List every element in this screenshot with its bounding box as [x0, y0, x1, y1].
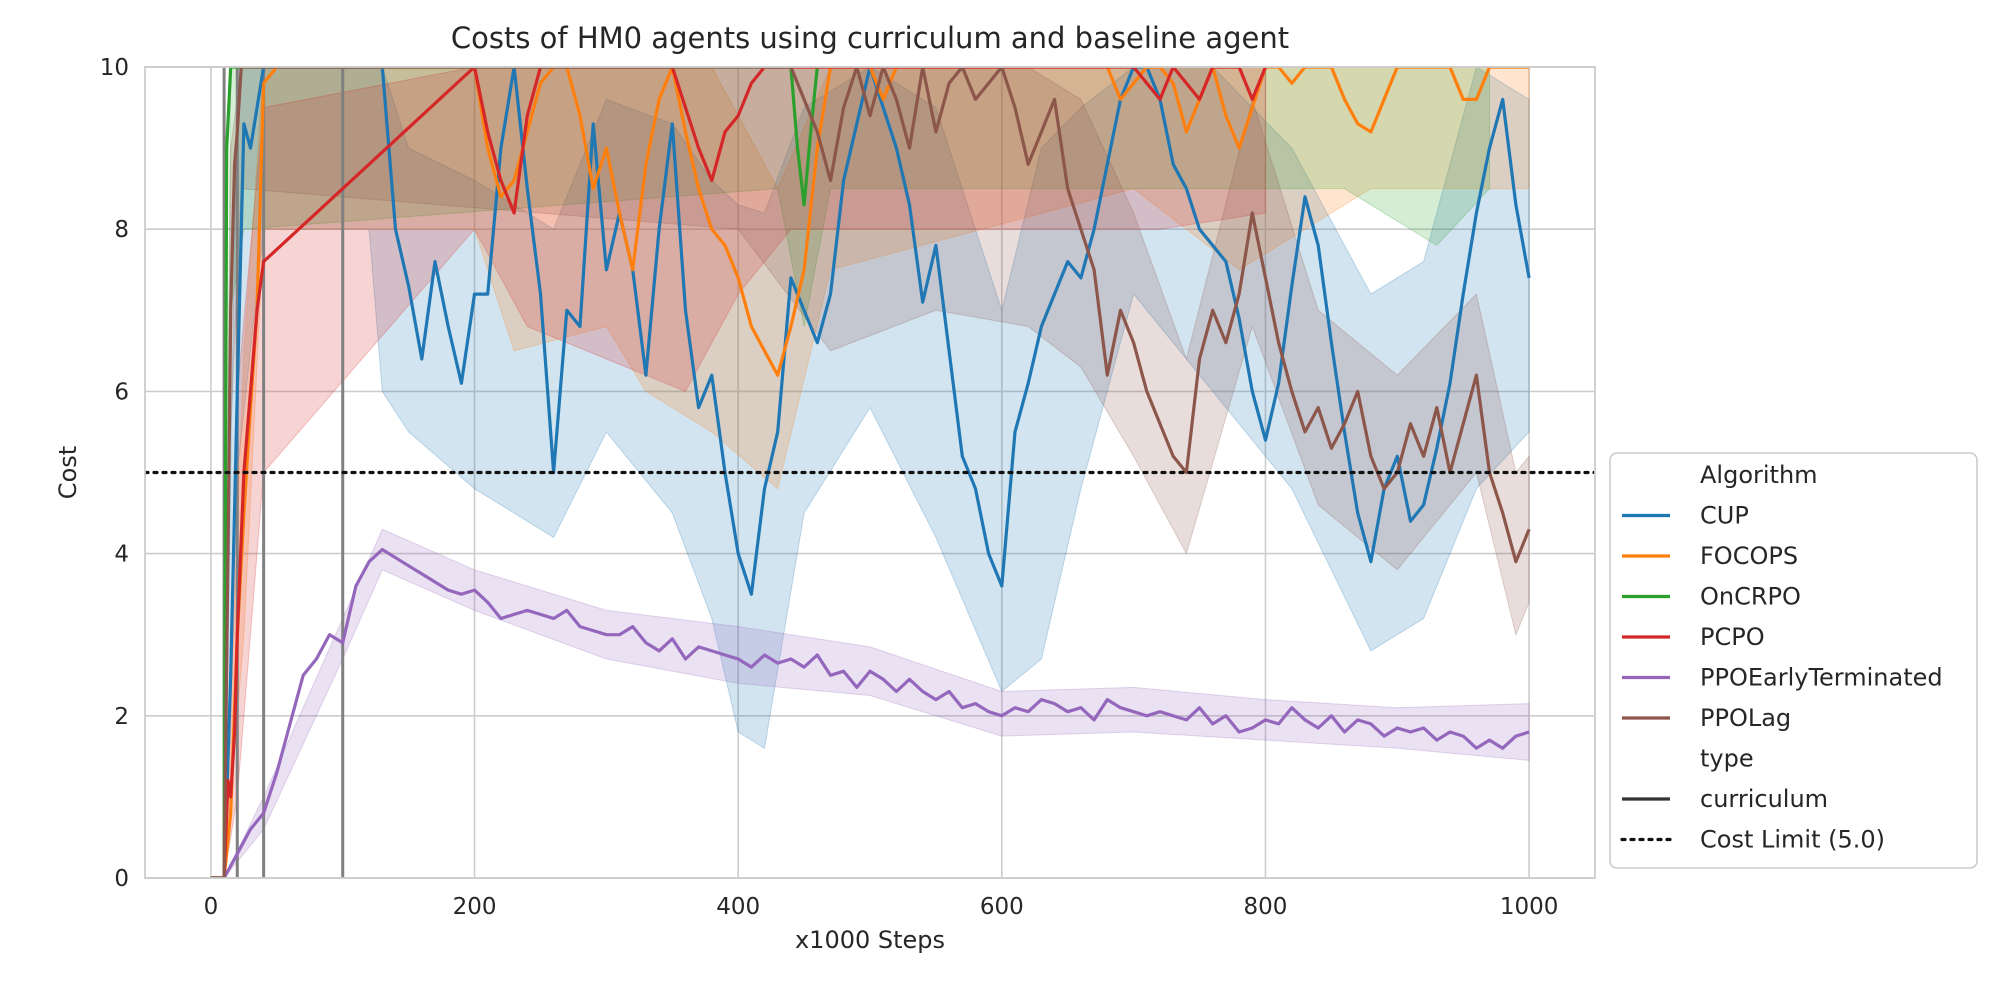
series-line-oncrpo — [210, 67, 819, 878]
band-focops — [210, 67, 1530, 878]
x-tick-label: 200 — [453, 894, 497, 920]
legend-label-ppolag: PPOLag — [1700, 704, 1791, 732]
y-tick-label: 8 — [114, 217, 129, 243]
legend-label-focops: FOCOPS — [1700, 542, 1798, 570]
series-line-ppolag — [210, 67, 1531, 878]
legend-label-cup: CUP — [1700, 502, 1749, 530]
legend-box — [1609, 452, 1978, 869]
chart-title: Costs of HM0 agents using curriculum and… — [451, 21, 1289, 55]
legend-label-cost-limit: Cost Limit (5.0) — [1700, 826, 1885, 854]
y-tick-label: 6 — [114, 379, 129, 405]
x-axis-label: x1000 Steps — [795, 926, 945, 954]
series-line-focops — [210, 67, 1530, 878]
band-cup — [210, 67, 1530, 878]
band-pcpo — [210, 67, 1266, 878]
plot-content — [145, 67, 1595, 878]
legend-label-ppoearlyterminated: PPOEarlyTerminated — [1700, 664, 1943, 692]
x-tick-label: 1000 — [1500, 894, 1559, 920]
legend-label-oncrpo: OnCRPO — [1700, 583, 1801, 611]
y-tick-label: 0 — [114, 866, 129, 892]
band-oncrpo — [210, 67, 1490, 878]
legend-header-type: type — [1700, 745, 1754, 773]
x-tick-label: 800 — [1244, 894, 1288, 920]
legend-label-curriculum: curriculum — [1700, 785, 1828, 813]
x-tick-label: 600 — [980, 894, 1024, 920]
x-tick-label: 400 — [716, 894, 760, 920]
legend-label-pcpo: PCPO — [1700, 623, 1765, 651]
plot-frame — [144, 66, 1596, 879]
y-tick-label: 2 — [114, 704, 129, 730]
x-tick-label: 0 — [204, 894, 219, 920]
y-tick-label: 10 — [100, 55, 129, 81]
legend-header-algorithm: Algorithm — [1700, 461, 1818, 489]
y-axis-label: Cost — [54, 446, 82, 499]
series-line-ppoearlyterminated — [210, 547, 1530, 878]
y-tick-label: 4 — [114, 542, 129, 568]
legend: Algorithm CUP FOCOPS OnCRPO PCPO PPOEarlyTerm… — [1609, 452, 1978, 869]
